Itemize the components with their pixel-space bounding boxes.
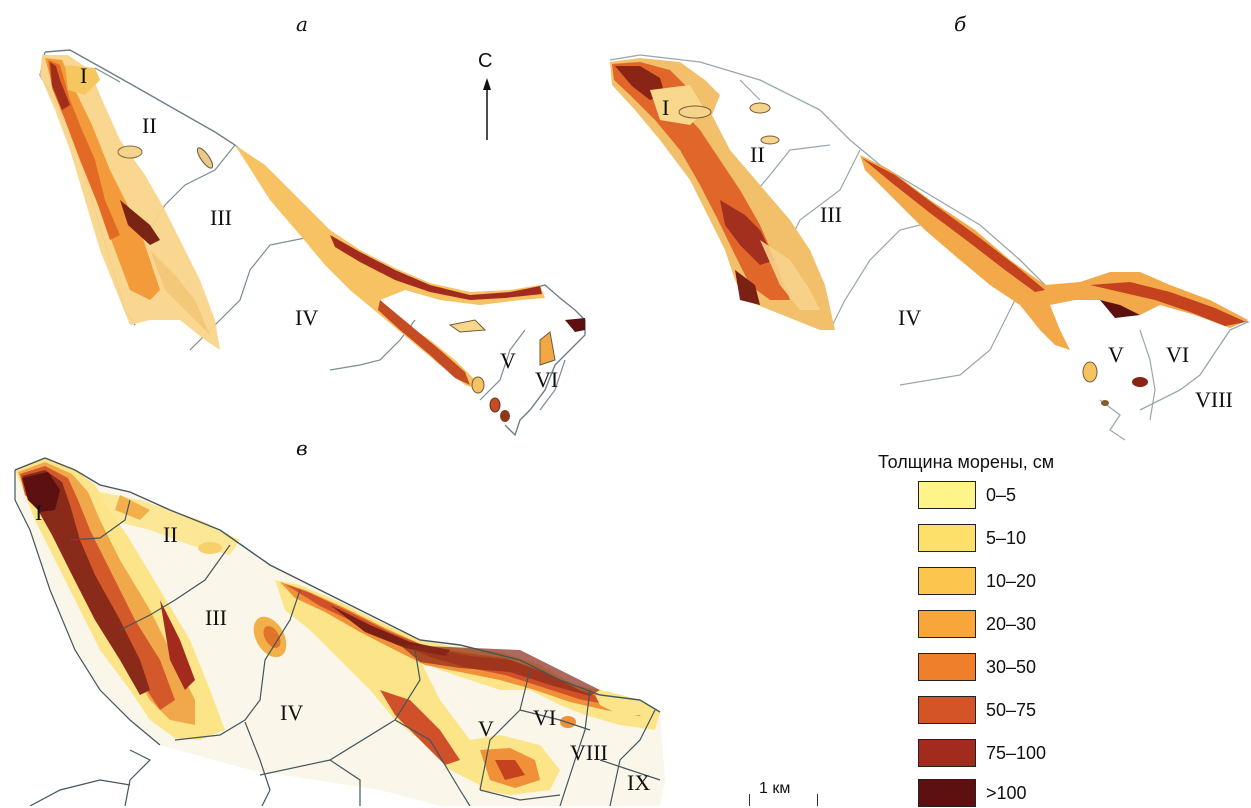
zone-label: VI: [535, 367, 558, 392]
zone-label: IV: [280, 700, 303, 725]
legend: Толщина морены, см 0–5 5–10 10–20 20–30 …: [872, 452, 1242, 807]
legend-swatch: [918, 524, 976, 552]
zone-label: II: [750, 142, 765, 167]
legend-item: 50–75: [918, 695, 1036, 725]
legend-label: >100: [986, 782, 1027, 803]
legend-label: 20–30: [986, 613, 1037, 634]
zone-label: V: [500, 348, 516, 373]
legend-title: Толщина морены, см: [878, 452, 1055, 472]
legend-label: 5–10: [986, 527, 1027, 548]
zone-label: II: [142, 113, 157, 138]
legend-item: 10–20: [918, 566, 1036, 596]
zone-label: VI: [533, 705, 556, 730]
legend-swatch: [918, 739, 976, 767]
legend-label: 75–100: [986, 742, 1047, 763]
zone-label: III: [820, 202, 842, 227]
legend-swatch: [918, 567, 976, 595]
zone-label: I: [35, 500, 42, 525]
scale-tick: [749, 794, 750, 806]
legend-item: 20–30: [918, 609, 1036, 639]
zone-label: III: [205, 605, 227, 630]
zone-labels-v: I II III IV V VI VIII IX: [35, 500, 650, 795]
scale-label: 1 км: [759, 780, 791, 797]
north-arrow-icon: [483, 78, 491, 140]
legend-label: 50–75: [986, 699, 1037, 720]
legend-label: 0–5: [986, 484, 1017, 505]
legend-swatch: [918, 481, 976, 509]
scale-bar: 1 км: [745, 780, 825, 806]
zone-label: II: [163, 522, 178, 547]
zone-label: IV: [295, 305, 318, 330]
zone-label: V: [478, 716, 494, 741]
zone-label: VIII: [570, 740, 608, 765]
panel-label-a: а: [296, 12, 308, 36]
legend-item: 75–100: [918, 738, 1046, 768]
map-panel-a: [39, 49, 586, 437]
map-panel-b: [609, 54, 1250, 441]
legend-item: 5–10: [918, 523, 1026, 553]
zone-label: I: [80, 63, 87, 88]
zone-label: VI: [1166, 342, 1189, 367]
legend-label: 30–50: [986, 656, 1037, 677]
legend-item: 0–5: [918, 480, 1016, 510]
panel-label-b: б: [954, 12, 967, 36]
zone-label: IX: [627, 770, 650, 795]
legend-label: 10–20: [986, 570, 1037, 591]
zone-label: VIII: [1195, 387, 1233, 412]
zone-label: V: [1108, 342, 1124, 367]
zone-labels-a: I II III IV V VI: [80, 63, 558, 392]
legend-swatch: [918, 696, 976, 724]
legend-swatch: [918, 653, 976, 681]
north-label: С: [478, 50, 493, 72]
legend-item: >100: [918, 778, 1027, 808]
map-panel-v: [14, 457, 665, 806]
legend-swatch: [918, 779, 976, 807]
scale-tick: [817, 794, 818, 806]
legend-item: 30–50: [918, 652, 1036, 682]
zone-label: III: [210, 205, 232, 230]
zone-label: I: [662, 95, 669, 120]
zone-label: IV: [898, 305, 921, 330]
zone-labels-b: I II III IV V VI VIII: [662, 95, 1233, 412]
legend-swatch: [918, 610, 976, 638]
panel-label-v: в: [296, 436, 308, 460]
